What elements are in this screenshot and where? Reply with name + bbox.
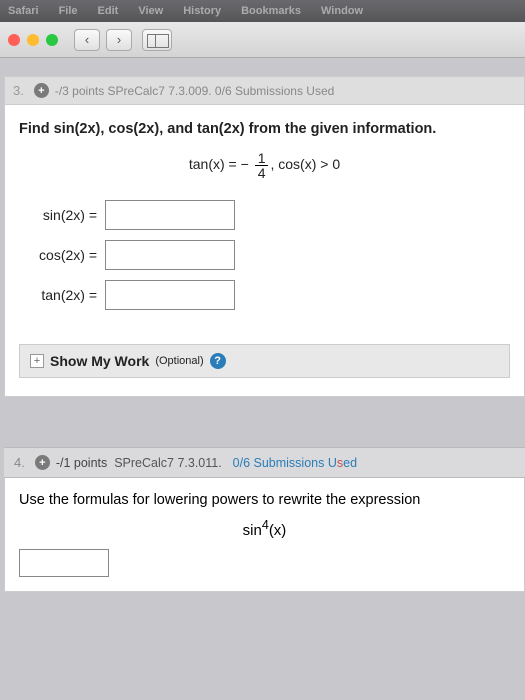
answer-input-tan2x[interactable] — [105, 280, 235, 310]
answer-input-sin2x[interactable] — [105, 200, 235, 230]
answer-row-tan: tan(2x) = — [19, 280, 510, 310]
given-left: tan(x) = − — [189, 156, 249, 172]
points: -/1 points — [56, 456, 107, 470]
question-number: 4. — [14, 455, 25, 470]
menu-edit[interactable]: Edit — [98, 5, 119, 17]
show-work-optional: (Optional) — [155, 355, 203, 367]
menu-history[interactable]: History — [183, 5, 221, 17]
menu-file[interactable]: File — [59, 5, 78, 17]
fraction: 1 4 — [255, 151, 269, 180]
question-4-body: Use the formulas for lowering powers to … — [4, 478, 525, 592]
menu-view[interactable]: View — [138, 5, 163, 17]
menu-window[interactable]: Window — [321, 5, 363, 17]
given-info: tan(x) = − 1 4 , cos(x) > 0 — [19, 151, 510, 180]
show-my-work-bar[interactable]: + Show My Work (Optional) ? — [19, 344, 510, 378]
show-work-title: Show My Work — [50, 353, 149, 369]
answer-row-sin: sin(2x) = — [19, 200, 510, 230]
question-3-body: Find sin(2x), cos(2x), and tan(2x) from … — [4, 105, 525, 397]
question-3-header: 3. + -/3 points SPreCalc7 7.3.009. 0/6 S… — [4, 76, 525, 105]
minimize-icon[interactable] — [27, 34, 39, 46]
fraction-denominator: 4 — [255, 166, 269, 180]
fraction-numerator: 1 — [255, 151, 269, 166]
window-controls — [8, 34, 58, 46]
forward-button[interactable]: › — [106, 29, 132, 51]
answer-input-q4[interactable] — [19, 549, 109, 577]
question-prompt: Find sin(2x), cos(2x), and tan(2x) from … — [19, 121, 510, 137]
answer-input-cos2x[interactable] — [105, 240, 235, 270]
question-number: 3. — [13, 83, 24, 98]
answer-label: tan(2x) = — [19, 287, 97, 303]
question-ref: SPreCalc7 7.3.011. — [114, 456, 221, 470]
close-icon[interactable] — [8, 34, 20, 46]
help-icon[interactable]: ? — [210, 353, 226, 369]
expand-icon[interactable]: + — [34, 83, 49, 98]
menu-safari[interactable]: Safari — [8, 5, 39, 17]
question-4-header: 4. + -/1 points SPreCalc7 7.3.011. 0/6 S… — [4, 447, 525, 478]
given-right: cos(x) > 0 — [278, 156, 340, 172]
menubar: Safari File Edit View History Bookmarks … — [0, 0, 525, 22]
expr-base: sin — [243, 522, 262, 539]
question-meta: -/3 points SPreCalc7 7.3.009. 0/6 Submis… — [55, 84, 334, 98]
page-content: 3. + -/3 points SPreCalc7 7.3.009. 0/6 S… — [0, 58, 525, 592]
expr-arg: (x) — [269, 522, 287, 539]
answer-label: sin(2x) = — [19, 207, 97, 223]
maximize-icon[interactable] — [46, 34, 58, 46]
answer-label: cos(2x) = — [19, 247, 97, 263]
expression: sin4(x) — [19, 518, 510, 539]
back-button[interactable]: ‹ — [74, 29, 100, 51]
menu-bookmarks[interactable]: Bookmarks — [241, 5, 301, 17]
answer-row-cos: cos(2x) = — [19, 240, 510, 270]
expand-plus-icon[interactable]: + — [30, 354, 44, 368]
submissions-used: 0/6 Submissions Used — [233, 456, 357, 470]
expand-icon[interactable]: + — [35, 455, 50, 470]
expr-exponent: 4 — [262, 518, 269, 532]
question-4-prompt: Use the formulas for lowering powers to … — [19, 492, 510, 508]
sidebar-toggle-button[interactable] — [142, 29, 172, 51]
browser-toolbar: ‹ › — [0, 22, 525, 58]
